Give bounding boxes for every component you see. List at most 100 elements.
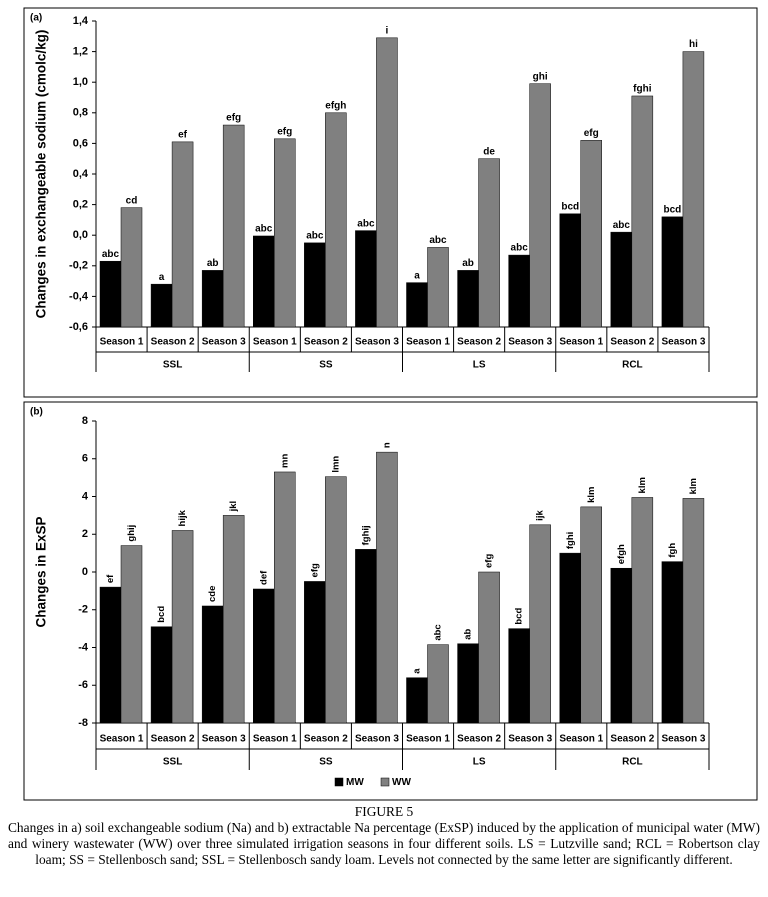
y-tick-label: -0,6 bbox=[69, 321, 88, 333]
bar bbox=[529, 524, 551, 724]
x-tick-label: Season 2 bbox=[304, 337, 348, 348]
significance-letter: de bbox=[483, 146, 495, 157]
caption-text: Changes in a) soil exchangeable sodium (… bbox=[8, 820, 760, 867]
bar bbox=[682, 51, 705, 328]
figure: (a) Changes in exchangeable sodium (cmolc… bbox=[23, 7, 758, 801]
bar bbox=[529, 83, 551, 328]
significance-letter: a bbox=[412, 668, 423, 674]
bar bbox=[376, 451, 398, 724]
significance-letter: efg bbox=[277, 126, 292, 137]
bar bbox=[274, 138, 296, 328]
legend-swatch bbox=[380, 777, 390, 787]
significance-letter: bcd bbox=[156, 606, 167, 623]
significance-letter: bcd bbox=[514, 608, 525, 625]
bar bbox=[150, 626, 173, 724]
significance-letter: jkl bbox=[228, 501, 239, 513]
x-tick-label: Season 1 bbox=[253, 337, 297, 348]
bar bbox=[508, 254, 530, 328]
group-label: LS bbox=[473, 360, 486, 371]
y-axis-label: Changes in exchangeable sodium (cmolc/kg… bbox=[34, 30, 49, 319]
legend-label: MW bbox=[346, 777, 364, 788]
significance-letter: ef bbox=[178, 130, 188, 141]
y-tick-label: 2 bbox=[82, 528, 88, 540]
y-tick-label: -8 bbox=[78, 717, 88, 729]
bar bbox=[682, 498, 705, 724]
bar bbox=[304, 581, 326, 724]
significance-letter: abc bbox=[102, 249, 120, 260]
x-tick-label: Season 1 bbox=[559, 734, 603, 745]
y-tick-label: 1,4 bbox=[73, 15, 89, 27]
significance-letter: fghij bbox=[360, 525, 371, 545]
significance-letter: abc bbox=[429, 235, 447, 246]
y-tick-label: 8 bbox=[82, 415, 88, 427]
x-tick-label: Season 2 bbox=[151, 337, 195, 348]
y-tick-label: 1,2 bbox=[73, 46, 88, 58]
panel-title: (a) bbox=[30, 13, 42, 24]
significance-letter: n bbox=[381, 442, 392, 448]
x-tick-label: Season 3 bbox=[508, 734, 552, 745]
significance-letter: fghi bbox=[565, 532, 576, 549]
significance-letter: mn bbox=[279, 454, 290, 468]
bar bbox=[406, 677, 428, 724]
bar bbox=[253, 235, 275, 328]
y-tick-label: 0 bbox=[82, 566, 88, 578]
x-tick-label: Season 2 bbox=[610, 337, 654, 348]
bar bbox=[376, 37, 398, 328]
bar bbox=[222, 124, 245, 328]
significance-letter: klm bbox=[637, 477, 648, 493]
y-tick-label: 0,8 bbox=[73, 107, 88, 119]
significance-letter: ghi bbox=[533, 71, 548, 82]
x-tick-label: Season 2 bbox=[304, 734, 348, 745]
significance-letter: klm bbox=[688, 478, 699, 494]
significance-letter: a bbox=[159, 272, 165, 283]
group-label: RCL bbox=[622, 360, 643, 371]
bar bbox=[99, 260, 122, 328]
bar bbox=[580, 506, 602, 724]
significance-letter: cd bbox=[126, 195, 138, 206]
bar bbox=[508, 628, 530, 724]
y-tick-label: -2 bbox=[78, 604, 88, 616]
bar bbox=[120, 545, 143, 724]
x-tick-label: Season 1 bbox=[406, 337, 450, 348]
y-tick-label: 4 bbox=[82, 490, 89, 502]
x-tick-label: Season 3 bbox=[508, 337, 552, 348]
group-label: LS bbox=[473, 757, 486, 768]
significance-letter: ab bbox=[462, 258, 474, 269]
bar bbox=[325, 112, 347, 328]
significance-letter: bcd bbox=[664, 204, 682, 215]
significance-letter: efg bbox=[584, 128, 599, 139]
bar bbox=[355, 549, 377, 724]
significance-letter: i bbox=[386, 25, 389, 36]
significance-letter: a bbox=[414, 270, 420, 281]
bar bbox=[304, 242, 326, 328]
group-label: SS bbox=[319, 360, 333, 371]
significance-letter: abc bbox=[511, 243, 529, 254]
bar bbox=[457, 270, 479, 328]
bar bbox=[559, 552, 581, 724]
significance-letter: efg bbox=[226, 113, 241, 124]
significance-letter: cde bbox=[207, 586, 218, 602]
significance-letter: ab bbox=[463, 628, 474, 639]
significance-letter: abc bbox=[433, 624, 444, 640]
bar bbox=[253, 588, 275, 724]
significance-letter: ef bbox=[105, 574, 116, 583]
y-tick-label: -0,2 bbox=[69, 260, 88, 272]
significance-letter: abc bbox=[357, 218, 375, 229]
significance-letter: ijk bbox=[535, 510, 546, 521]
caption-title: FIGURE 5 bbox=[354, 804, 414, 819]
significance-letter: efg bbox=[484, 554, 495, 568]
significance-letter: efgh bbox=[616, 544, 627, 564]
y-tick-label: -4 bbox=[78, 641, 89, 653]
bar bbox=[478, 158, 500, 328]
bar bbox=[406, 282, 428, 328]
y-tick-label: 1,0 bbox=[73, 76, 88, 88]
panel-title: (b) bbox=[30, 407, 43, 418]
significance-letter: abc bbox=[255, 224, 273, 235]
bar bbox=[355, 230, 377, 328]
significance-letter: efgh bbox=[325, 100, 346, 111]
x-tick-label: Season 1 bbox=[406, 734, 450, 745]
x-tick-label: Season 1 bbox=[100, 337, 144, 348]
x-tick-label: Season 3 bbox=[355, 734, 399, 745]
x-tick-label: Season 3 bbox=[202, 337, 246, 348]
